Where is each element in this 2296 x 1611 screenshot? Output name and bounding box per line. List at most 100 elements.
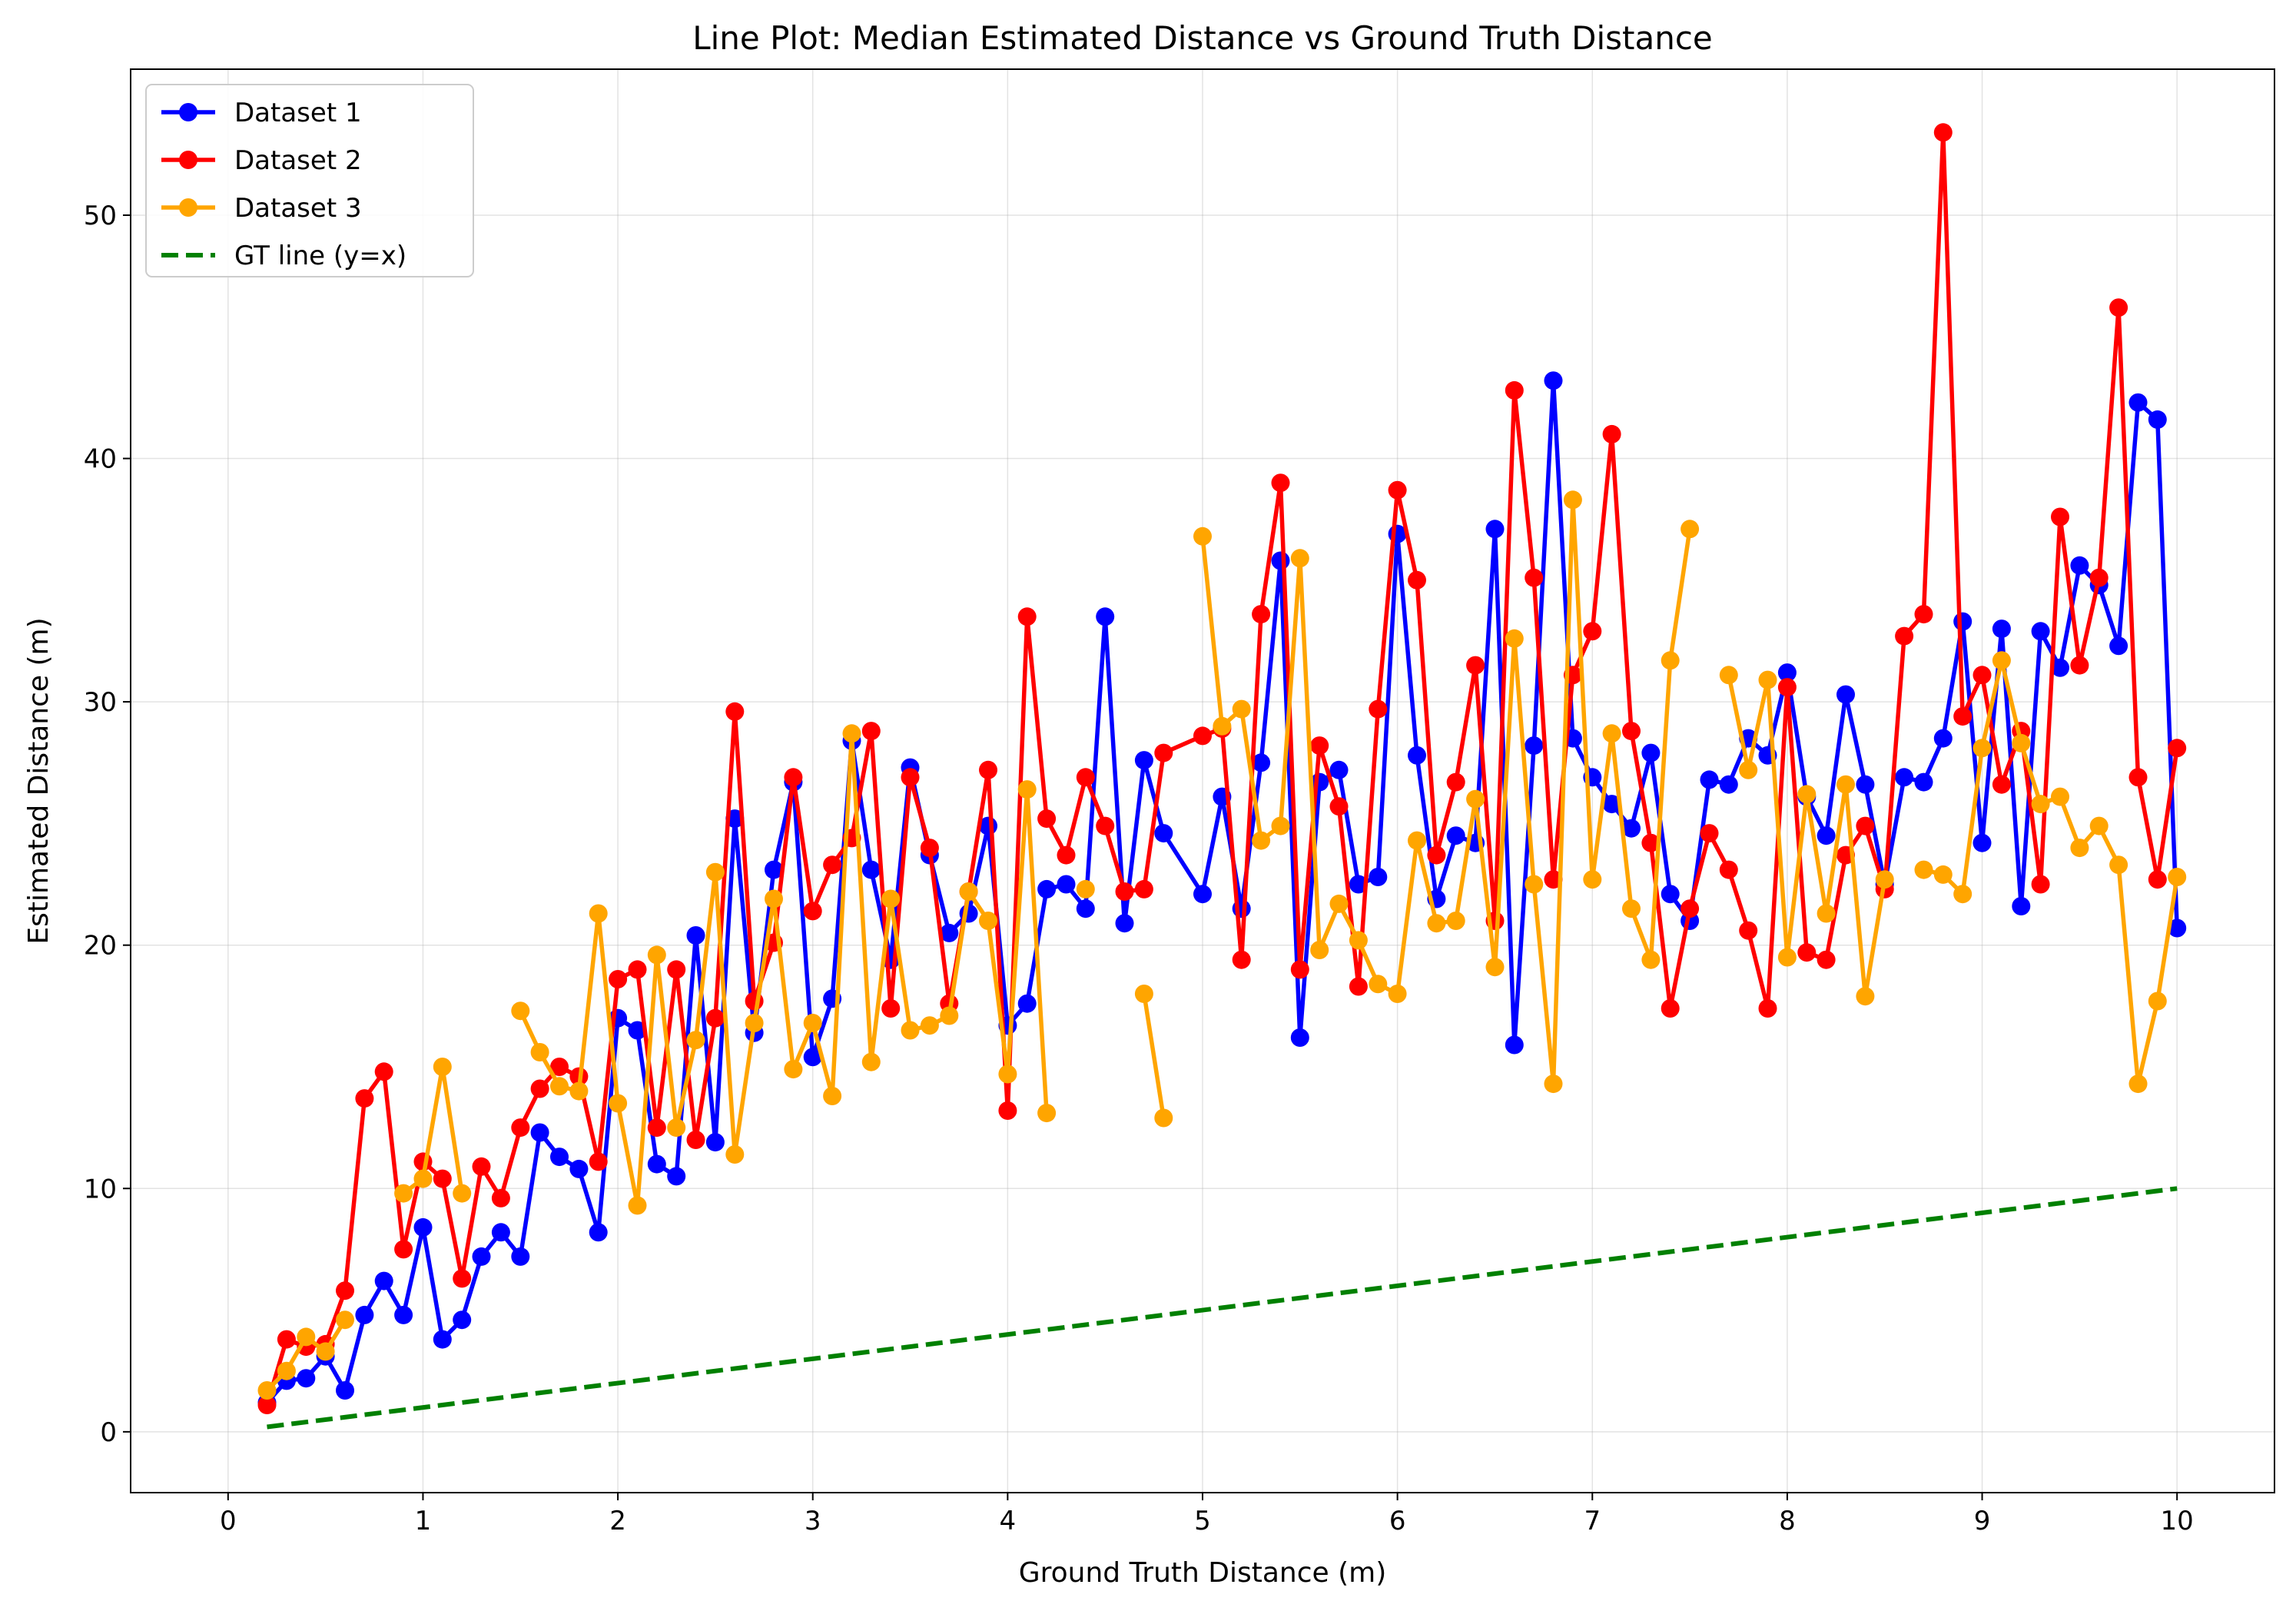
- data-point: [686, 926, 705, 945]
- chart-title: Line Plot: Median Estimated Distance vs …: [692, 19, 1713, 57]
- data-point: [2031, 875, 2050, 894]
- data-point: [1193, 726, 1212, 746]
- data-point: [2148, 992, 2167, 1011]
- data-point: [609, 1094, 628, 1113]
- series-line: [267, 1186, 2178, 1430]
- data-point: [1583, 622, 1602, 641]
- data-point: [1388, 480, 1407, 500]
- data-point: [1992, 651, 2011, 670]
- data-point: [803, 1014, 822, 1032]
- data-point: [979, 760, 997, 779]
- data-point: [1856, 987, 1875, 1006]
- data-point: [1076, 879, 1095, 899]
- data-point: [413, 1169, 433, 1188]
- series-dataset-3: [257, 490, 2187, 1400]
- data-point: [1856, 816, 1875, 835]
- data-point: [803, 902, 822, 921]
- axis-ticks: 0 1 2 3 4 5 6 7 8 9 10 0 10 20 30 40 50: [84, 201, 2194, 1536]
- data-point: [998, 1065, 1017, 1084]
- data-point: [1329, 760, 1349, 779]
- data-point: [2168, 918, 2187, 938]
- legend: Dataset 1 Dataset 2 Dataset 3 GT line (y=x): [145, 84, 474, 277]
- series-gt-line-y-x: [267, 1186, 2178, 1430]
- data-point: [550, 1148, 569, 1167]
- data-point: [491, 1188, 510, 1207]
- data-point: [1466, 789, 1485, 809]
- data-point: [705, 862, 725, 882]
- data-point: [453, 1184, 472, 1203]
- data-point: [1408, 831, 1426, 850]
- data-point: [2051, 507, 2069, 526]
- y-tick-label: 0: [100, 1417, 117, 1448]
- series-line: [1923, 658, 2179, 1086]
- data-point: [433, 1058, 452, 1076]
- data-point: [2031, 795, 2050, 814]
- data-point: [1739, 921, 1758, 940]
- legend-label: Dataset 1: [234, 98, 362, 128]
- data-point: [1271, 473, 1290, 493]
- data-point: [1739, 760, 1758, 779]
- legend-item: Dataset 3: [161, 193, 362, 224]
- data-point: [491, 1223, 510, 1242]
- data-point: [530, 1079, 549, 1098]
- data-point: [472, 1157, 491, 1176]
- data-point: [1369, 868, 1388, 886]
- data-point: [1290, 549, 1309, 568]
- data-point: [803, 1048, 822, 1067]
- data-point: [2070, 556, 2089, 575]
- legend-swatch-marker: [179, 198, 197, 217]
- data-point: [2012, 733, 2031, 752]
- data-point: [511, 1118, 530, 1138]
- gt-line-layer: [267, 1186, 2178, 1430]
- data-point: [1777, 678, 1797, 697]
- data-point: [628, 1196, 647, 1215]
- data-point: [453, 1310, 472, 1330]
- legend-item: Dataset 2: [161, 145, 362, 176]
- data-point: [589, 904, 608, 923]
- x-tick-label: 10: [2161, 1506, 2194, 1536]
- data-point: [940, 1006, 959, 1025]
- legend-swatch-marker: [179, 151, 197, 169]
- data-point: [453, 1269, 472, 1288]
- data-point: [2051, 658, 2069, 677]
- data-point: [1817, 904, 1836, 923]
- data-point: [1349, 875, 1368, 894]
- data-point: [1096, 607, 1115, 626]
- x-tick-label: 1: [415, 1506, 432, 1536]
- data-point: [1154, 743, 1173, 762]
- data-point: [901, 1021, 920, 1040]
- data-point: [530, 1123, 549, 1142]
- data-point: [336, 1310, 354, 1330]
- data-point: [1329, 797, 1349, 816]
- data-point: [2109, 855, 2128, 875]
- data-point: [2070, 839, 2089, 858]
- data-point: [1777, 948, 1797, 967]
- data-point: [2128, 1075, 2148, 1094]
- data-point: [1817, 826, 1836, 845]
- data-point: [394, 1305, 413, 1324]
- data-point: [1252, 831, 1271, 850]
- data-point: [1953, 885, 1973, 904]
- data-point: [1096, 816, 1115, 835]
- data-point: [765, 889, 783, 908]
- data-point: [959, 882, 978, 901]
- data-point: [1446, 826, 1465, 845]
- data-point: [1700, 770, 1719, 789]
- data-point: [1602, 795, 1621, 814]
- data-point: [745, 1014, 764, 1032]
- data-point: [1134, 879, 1153, 899]
- data-point: [257, 1381, 277, 1400]
- data-point: [861, 722, 881, 741]
- legend-swatch-marker: [179, 103, 197, 121]
- data-point: [725, 702, 745, 721]
- data-point: [1895, 626, 1914, 646]
- data-point: [1057, 845, 1076, 865]
- data-point: [1797, 943, 1817, 962]
- data-point: [1446, 772, 1465, 792]
- data-point: [765, 860, 783, 879]
- data-point: [569, 1081, 589, 1101]
- x-tick-label: 2: [609, 1506, 626, 1536]
- data-point: [1037, 809, 1057, 829]
- data-point: [1719, 860, 1738, 879]
